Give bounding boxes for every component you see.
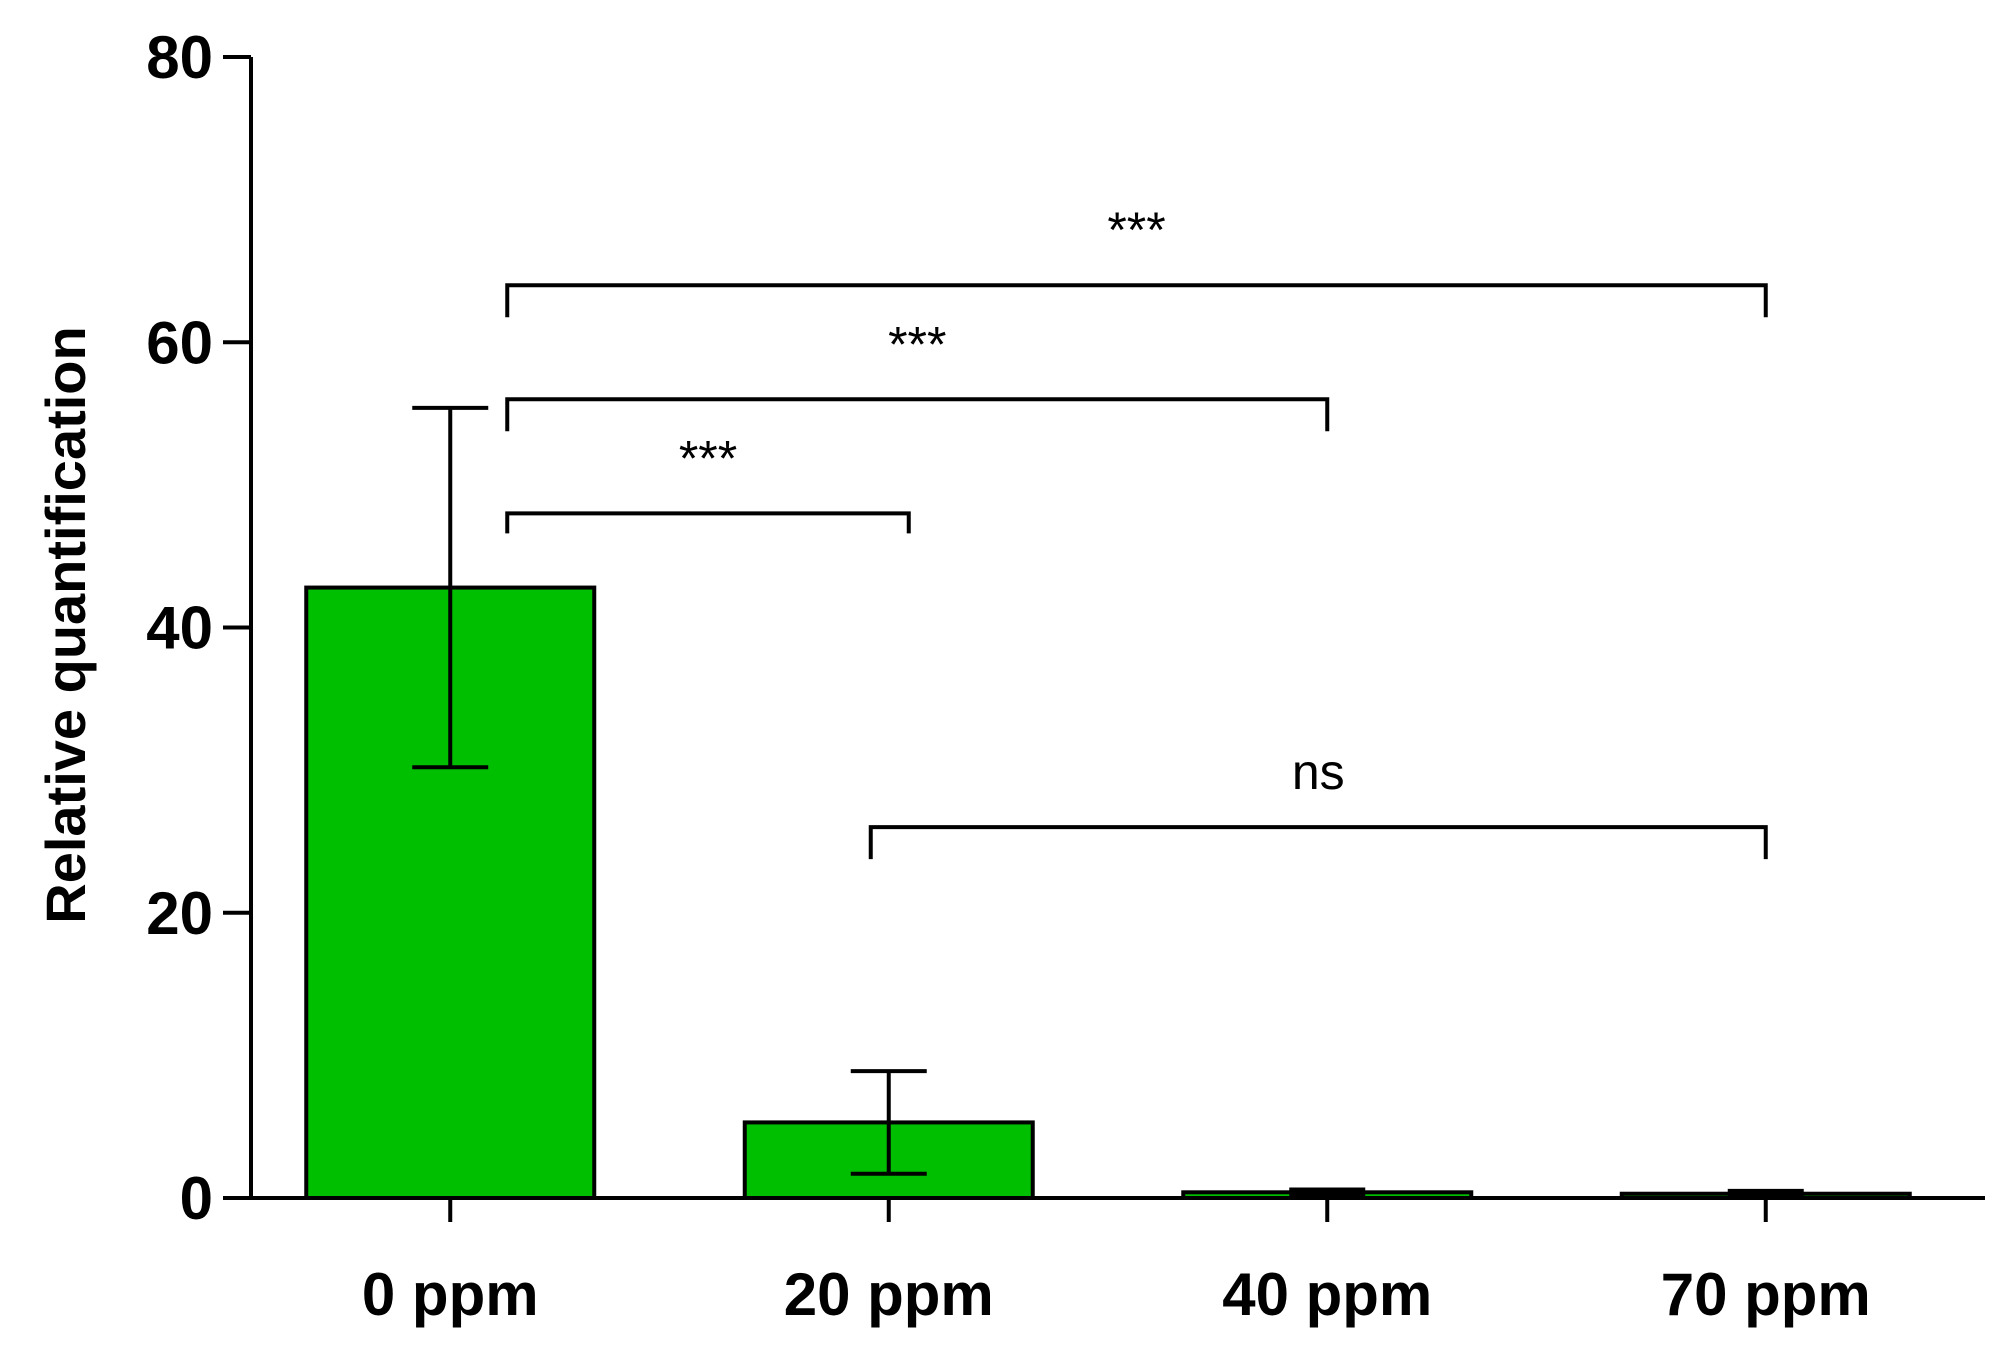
significance-label: ns [1292,744,1345,800]
y-tick-label: 80 [146,24,213,91]
x-axis: 0 ppm 20 ppm 40 ppm 70 ppm [251,1196,1985,1328]
y-axis-title: Relative quantification [34,326,97,923]
significance-bracket [505,283,1768,318]
x-tick-label: 40 ppm [1222,1261,1432,1328]
significance-bracket [505,397,1330,432]
significance-label: *** [888,316,946,372]
significance-brackets: *** *** *** ns [505,202,1768,860]
significance-label: *** [1107,202,1165,258]
y-tick-label: 40 [146,595,213,662]
significance-label: *** [679,430,737,486]
x-tick-label: 0 ppm [362,1261,539,1328]
significance-bracket [868,825,1768,860]
y-tick-label: 60 [146,309,213,376]
y-axis: 0 20 40 60 80 [146,24,253,1232]
y-tick-label: 20 [146,880,213,947]
error-bars [412,405,1804,1199]
significance-bracket [505,511,911,534]
y-tick-label: 0 [180,1165,213,1232]
x-tick-label: 20 ppm [784,1261,994,1328]
bars [304,585,1912,1201]
x-tick-label: 70 ppm [1661,1261,1871,1328]
